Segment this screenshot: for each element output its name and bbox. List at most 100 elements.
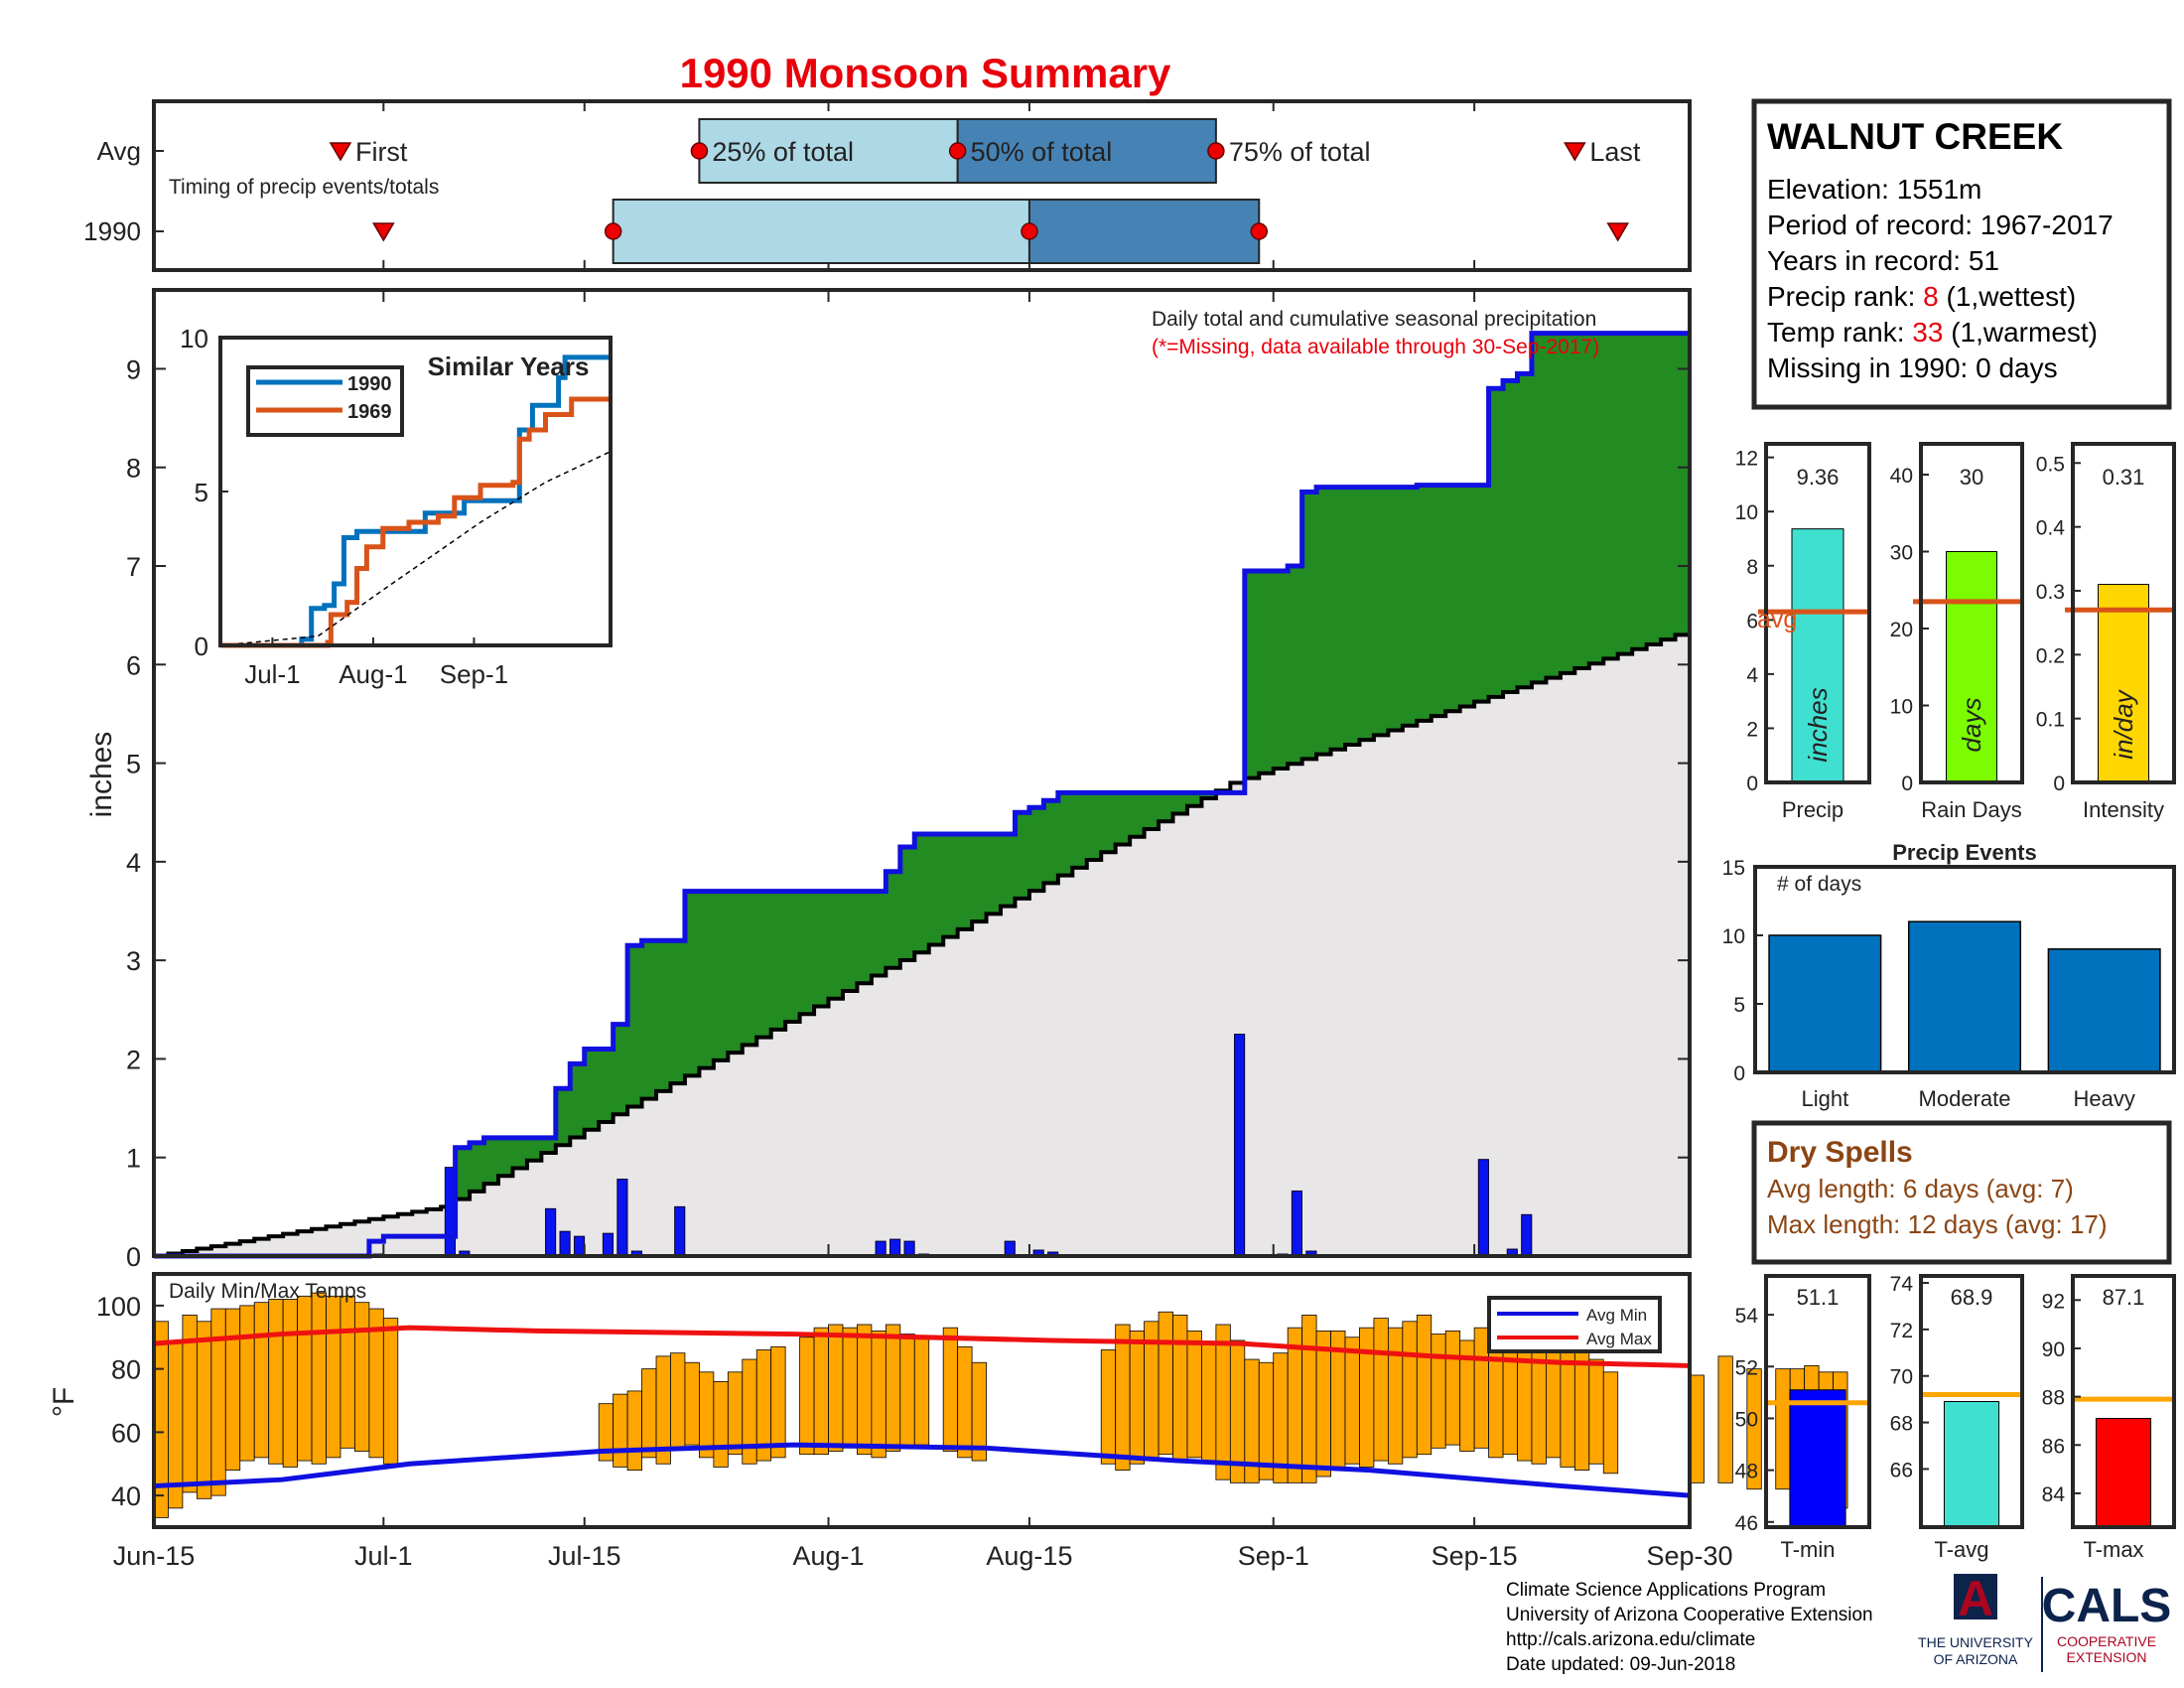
- average-cumulative-line: [154, 630, 1692, 1258]
- timing-panel: Avg 1990 Timing of precip events/totals Fir…: [83, 99, 1692, 272]
- season-bar-charts: 0 2 4 6 8 10 12 9.36 inches Precip 0 10 20 30 40 30 days…: [1735, 442, 2176, 822]
- temp-y-tick-label: 80: [111, 1355, 141, 1385]
- season-y-tick-label: 0.1: [2036, 709, 2065, 732]
- average-cumulative-area: [154, 630, 1690, 1256]
- inset-background: [220, 338, 611, 645]
- temp-range-bar: [1402, 1321, 1418, 1459]
- season-unit-label: in/day: [2109, 688, 2138, 759]
- temp-frame: [152, 1272, 1692, 1529]
- temp-range-bar: [1717, 1355, 1733, 1483]
- y-tick-label: 1: [126, 1144, 141, 1174]
- timing-box-q50-q75: [1027, 199, 1261, 264]
- daily-precip-bar: [616, 1179, 628, 1257]
- temp-range-bar: [713, 1380, 729, 1468]
- quantile-marker: [1021, 222, 1038, 240]
- temp-range-bar: [1431, 1334, 1446, 1449]
- temp-range-bar: [1373, 1318, 1389, 1462]
- temp-range-bar: [196, 1321, 212, 1499]
- footer-line: http://cals.arizona.edu/climate: [1506, 1629, 1755, 1650]
- season-category-label: Intensity: [2083, 797, 2164, 822]
- season-bar: [2098, 584, 2149, 783]
- events-y-tick-label: 0: [1733, 1062, 1745, 1085]
- season-y-tick-label: 10: [1890, 696, 1913, 719]
- season-y-tick-label: 12: [1735, 448, 1758, 471]
- y-axis-label: inches: [85, 732, 118, 818]
- temp-range-bar: [224, 1308, 241, 1472]
- events-category-label: Heavy: [2073, 1086, 2134, 1111]
- temp-range-bar: [354, 1302, 370, 1452]
- footer-line: University of Arizona Cooperative Extens…: [1506, 1605, 1873, 1625]
- dry-avg-length: Avg length: 6 days (avg: 7): [1767, 1174, 2074, 1203]
- events-y-tick-label: 5: [1733, 994, 1745, 1017]
- daily-precip-bar: [1004, 1240, 1016, 1257]
- season-frame: [1764, 442, 1871, 784]
- season-value-label: 0.31: [2103, 465, 2145, 490]
- station-rank-line: Temp rank: 33 (1,warmest): [1767, 317, 2098, 348]
- temp-range-bar: [1746, 1368, 1762, 1490]
- legend-label-min: Avg Min: [1586, 1306, 1647, 1325]
- label-50pct: 50% of total: [971, 137, 1113, 167]
- inset-title: Similar Years: [428, 352, 590, 381]
- temp-range-bar: [727, 1371, 744, 1456]
- events-category-label: Moderate: [1919, 1086, 2011, 1111]
- station-rank-line: Precip rank: 8 (1,wettest): [1767, 281, 2076, 312]
- tbar-y-tick-label: 68: [1890, 1413, 1913, 1436]
- temp-range-bar: [1186, 1330, 1202, 1459]
- events-bar: [2047, 948, 2161, 1073]
- temp-range-bar: [1588, 1358, 1604, 1465]
- station-line: Years in record: 51: [1767, 245, 1999, 276]
- quantile-marker: [1207, 142, 1225, 160]
- temp-range-bar: [1258, 1361, 1275, 1480]
- avg-min-line: [153, 1442, 1691, 1498]
- tbar-y-tick-label: 86: [2042, 1435, 2065, 1458]
- first-last-marker: [1606, 222, 1630, 242]
- daily-precip-bar: [602, 1232, 614, 1257]
- temp-range-bar: [1315, 1330, 1331, 1477]
- tbar-y-tick-label: 84: [2042, 1483, 2066, 1506]
- season-category-label: Rain Days: [1921, 797, 2021, 822]
- first-last-marker: [329, 142, 352, 162]
- first-last-marker: [372, 222, 395, 242]
- temp-y-tick-label: 60: [111, 1418, 141, 1448]
- legend-label: 1990: [347, 373, 392, 395]
- rank-suffix: (1,wettest): [1939, 281, 2076, 312]
- daily-precip-bar: [1521, 1213, 1533, 1257]
- inset-x-tick-label: Sep-1: [440, 659, 508, 689]
- temp-range-bar: [297, 1295, 313, 1462]
- daily-precip-bar: [889, 1238, 901, 1257]
- season-category-label: Precip: [1782, 797, 1843, 822]
- temp-range-bar: [326, 1295, 341, 1459]
- temp-range-bar: [1201, 1342, 1217, 1462]
- timing-row-label-year: 1990: [83, 216, 141, 246]
- inset-x-tick-label: Aug-1: [339, 659, 407, 689]
- season-value-label: 30: [1960, 465, 1983, 490]
- temp-range-bar: [971, 1361, 987, 1462]
- daily-precip-bar: [545, 1207, 557, 1257]
- temp-range-bar: [268, 1299, 284, 1465]
- season-y-tick-label: 0.4: [2036, 517, 2066, 540]
- temp-title: Daily Min/Max Temps: [169, 1280, 366, 1303]
- events-title: Precip Events: [1892, 840, 2037, 865]
- tbar-frame: [1764, 1274, 1871, 1529]
- inset-legend: [246, 365, 404, 437]
- timing-box-q50-q75: [956, 118, 1217, 184]
- x-tick-label: Sep-1: [1238, 1541, 1309, 1571]
- station-line: Elevation: 1551m: [1767, 174, 1981, 205]
- temp-range-bar: [913, 1336, 930, 1446]
- y-tick-label: 8: [126, 454, 141, 484]
- tbar-y-tick-label: 90: [2042, 1338, 2065, 1361]
- temp-range-bar: [670, 1352, 686, 1449]
- tbar-y-tick-label: 70: [1890, 1366, 1913, 1389]
- tbar-category-label: T-avg: [1934, 1537, 1988, 1562]
- events-y-tick-label: 15: [1722, 857, 1745, 880]
- quantile-marker: [604, 222, 622, 240]
- season-y-tick-label: 0: [1901, 773, 1913, 795]
- events-category-label: Light: [1801, 1086, 1848, 1111]
- temp-bar: [1943, 1401, 2000, 1528]
- precip-events-chart: Precip Events Light Moderate Heavy 0 5 10 15 # o…: [1722, 840, 2176, 1111]
- temp-range-bar: [282, 1299, 298, 1468]
- figure-title: 1990 Monsoon Summary: [680, 50, 1171, 96]
- temp-range-bar: [813, 1327, 829, 1456]
- daily-precip-bar: [875, 1240, 887, 1257]
